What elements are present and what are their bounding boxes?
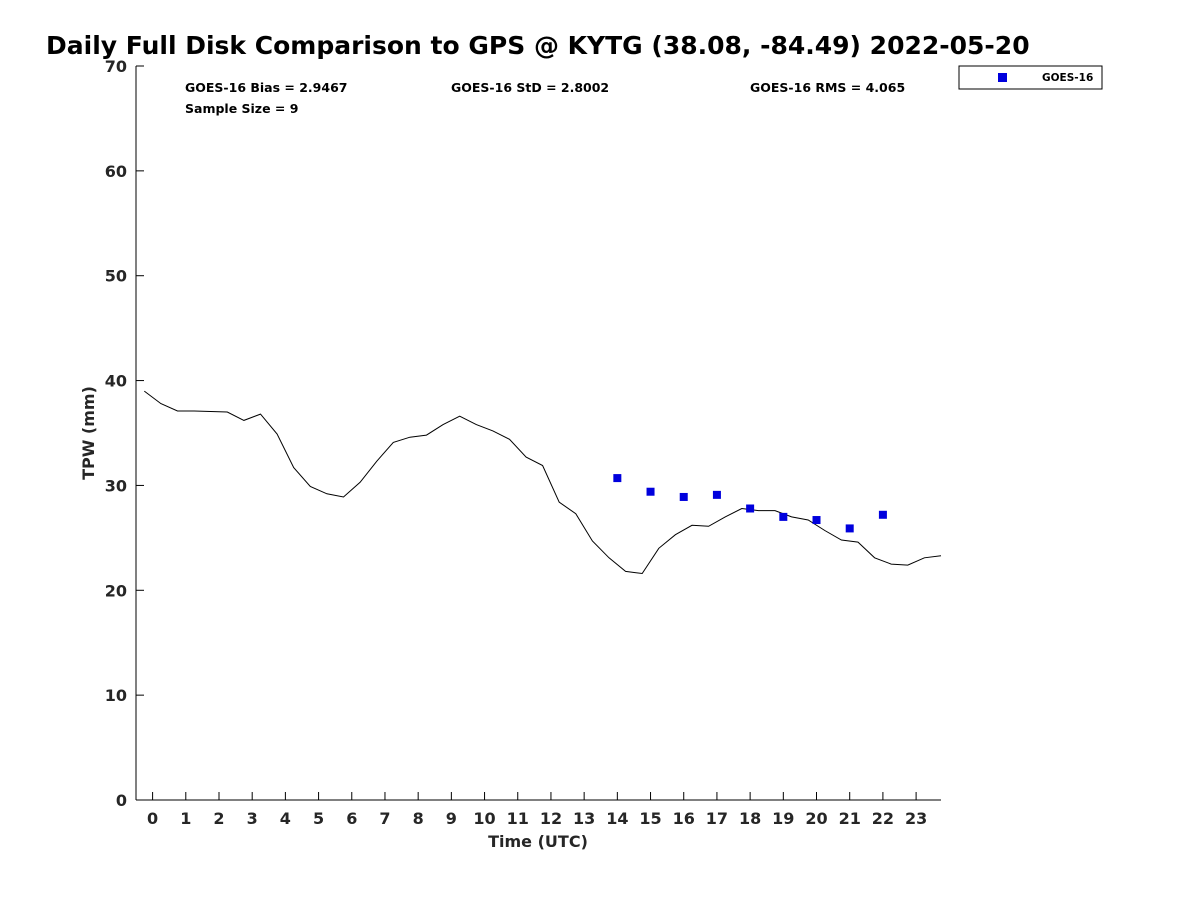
x-tick-label: 8 [413,809,424,828]
stat-sample-size: Sample Size = 9 [185,101,298,116]
stat-rms: GOES-16 RMS = 4.065 [750,80,905,95]
x-tick-label: 20 [805,809,827,828]
y-tick-label: 50 [105,267,127,286]
x-tick-label: 3 [247,809,258,828]
x-tick-label: 6 [346,809,357,828]
goes16-point [845,524,854,533]
y-axis-ticks: 0 10 20 30 40 50 60 70 [105,57,144,810]
x-tick-label: 11 [507,809,529,828]
goes16-point [712,490,721,499]
stat-bias: GOES-16 Bias = 2.9467 [185,80,347,95]
legend: GOES-16 [958,65,1103,90]
x-tick-label: 0 [147,809,158,828]
goes16-point [779,512,788,521]
x-tick-label: 15 [639,809,661,828]
x-tick-label: 7 [379,809,390,828]
goes16-point [679,492,688,501]
x-tick-label: 14 [606,809,628,828]
x-tick-label: 9 [446,809,457,828]
goes16-point [812,516,821,525]
series-line-gps [143,390,942,575]
x-tick-label: 21 [839,809,861,828]
x-tick-label: 17 [706,809,728,828]
x-tick-label: 22 [872,809,894,828]
x-tick-label: 1 [180,809,191,828]
legend-label-goes16: GOES-16 [1042,72,1093,84]
legend-box [958,65,1103,90]
chart-title: Daily Full Disk Comparison to GPS @ KYTG… [46,31,1030,60]
legend-marker-goes16 [998,73,1007,82]
goes16-point [646,487,655,496]
x-tick-label: 5 [313,809,324,828]
y-tick-label: 10 [105,686,127,705]
x-tick-label: 16 [673,809,695,828]
y-tick-label: 70 [105,57,127,76]
x-axis-label: Time (UTC) [488,832,588,851]
x-tick-label: 18 [739,809,761,828]
x-tick-label: 10 [473,809,495,828]
x-tick-label: 2 [213,809,224,828]
stat-std: GOES-16 StD = 2.8002 [451,80,609,95]
goes16-point [613,474,622,483]
y-axis-label: TPW (mm) [79,386,98,480]
y-tick-label: 30 [105,476,127,495]
goes16-point [878,510,887,519]
x-axis-ticks: 0 1 2 3 4 5 6 7 8 9 10 11 12 13 14 15 16 17 18 19 20 21 22 23 [147,792,927,828]
x-tick-label: 12 [540,809,562,828]
x-tick-label: 19 [772,809,794,828]
x-tick-label: 13 [573,809,595,828]
y-tick-label: 20 [105,581,127,600]
y-tick-label: 40 [105,372,127,391]
goes16-point [746,504,755,513]
series-goes16-markers [613,474,887,533]
y-tick-label: 0 [116,791,127,810]
x-tick-label: 23 [905,809,927,828]
y-tick-label: 60 [105,162,127,181]
x-tick-label: 4 [280,809,291,828]
